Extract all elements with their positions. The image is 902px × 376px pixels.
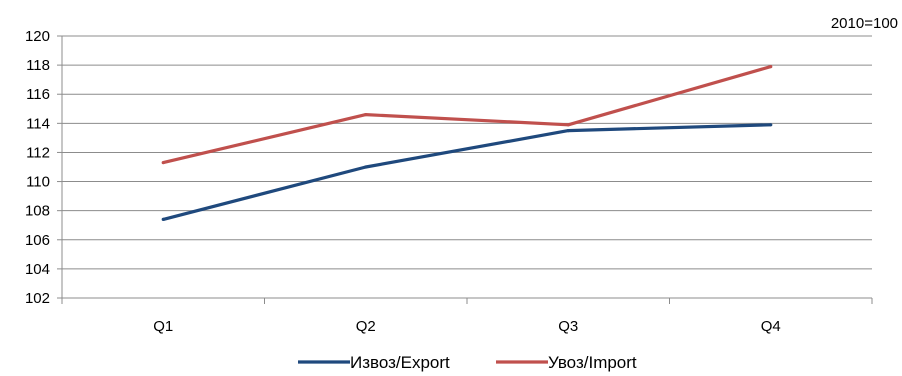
data-point [161,161,165,165]
x-tick-label: Q2 [356,318,376,335]
series-line-1 [162,65,772,165]
y-tick-label: 106 [25,232,50,249]
x-tick-label: Q1 [153,318,173,335]
data-point [364,113,368,117]
data-point [364,165,368,169]
y-tick-label: 112 [26,144,50,161]
legend-label: Извоз/Export [350,353,450,372]
x-tick-label: Q4 [761,318,781,335]
series-lines [161,64,773,221]
y-tick-label: 114 [26,115,50,132]
data-point [566,123,570,127]
data-point [161,217,165,221]
y-axis-tick-labels: 102 104 106 108 110 112 114 116 118 120 [25,28,50,307]
legend: Извоз/Export Увоз/Import [298,353,637,372]
y-tick-label: 108 [25,203,50,220]
y-tick-label: 118 [26,57,50,74]
data-point [769,123,773,127]
data-point [769,64,773,69]
y-tick-label: 102 [25,290,50,307]
legend-label: Увоз/Import [548,353,637,372]
y-tick-label: 104 [25,261,50,278]
y-tick-label: 110 [26,174,50,191]
x-axis-tick-labels: Q1 Q2 Q3 Q4 [153,318,781,335]
y-tick-label: 120 [25,28,50,45]
series-line-0 [162,123,771,221]
y-tick-label: 116 [26,86,50,103]
x-tick-label: Q3 [558,318,578,335]
base-year-note: 2010=100 [831,15,898,32]
data-point [566,129,570,133]
axes [57,35,873,304]
